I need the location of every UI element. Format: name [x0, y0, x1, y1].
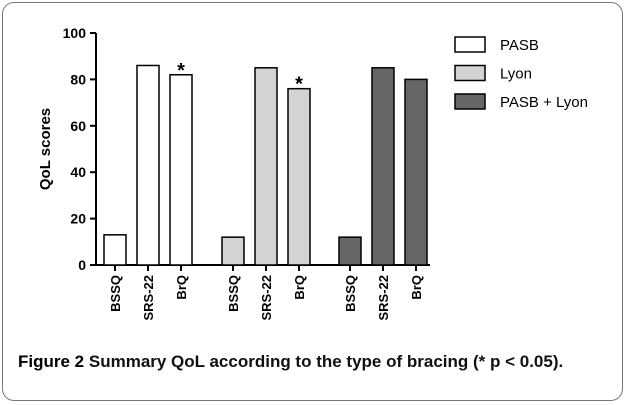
legend-swatch	[454, 93, 486, 110]
caption-text: Summary QoL according to the type of bra…	[88, 352, 564, 371]
significance-marker: *	[177, 60, 185, 82]
y-tick-label: 0	[78, 257, 86, 273]
legend-swatch	[454, 64, 486, 82]
bar	[404, 78, 428, 266]
y-tick-label: 60	[70, 118, 86, 134]
bar	[338, 236, 362, 266]
legend-label: PASB	[500, 37, 539, 54]
x-tick-label: SRS-22	[259, 275, 274, 321]
bar	[103, 234, 127, 266]
y-tick-label: 80	[70, 71, 86, 87]
x-tick-label: BrQ	[174, 275, 189, 300]
significance-marker: *	[295, 74, 303, 96]
legend-label: Lyon	[500, 66, 532, 83]
x-tick-label: BrQ	[409, 275, 424, 300]
chart: QoL scores 0 20 40 60 80 100 BSSQ SRS-22 BrQ * PASB…	[37, 25, 588, 321]
bar	[136, 64, 160, 266]
bar	[254, 67, 278, 266]
y-tick-label: 20	[70, 211, 86, 227]
legend-swatch	[454, 36, 486, 53]
x-tick-label: SRS-22	[376, 275, 391, 321]
y-axis-label: QoL scores	[37, 108, 54, 190]
legend-label: PASB + Lyon	[500, 94, 588, 111]
bar	[371, 67, 395, 266]
y-tick-label: 40	[70, 164, 86, 180]
bar	[287, 87, 311, 266]
x-tick-label: BrQ	[292, 275, 307, 300]
bar	[169, 74, 193, 266]
bar	[221, 236, 245, 266]
x-tick-label: BSSQ	[343, 275, 358, 312]
y-tick-label: 100	[63, 25, 87, 41]
figure-frame	[2, 2, 623, 401]
x-tick-label: BSSQ	[108, 275, 123, 312]
x-tick-label: SRS-22	[141, 275, 156, 321]
caption-label: Figure 2	[18, 352, 85, 371]
caption: Figure 2 Summary QoL according to the ty…	[18, 350, 578, 374]
x-tick-label: BSSQ	[226, 275, 241, 312]
